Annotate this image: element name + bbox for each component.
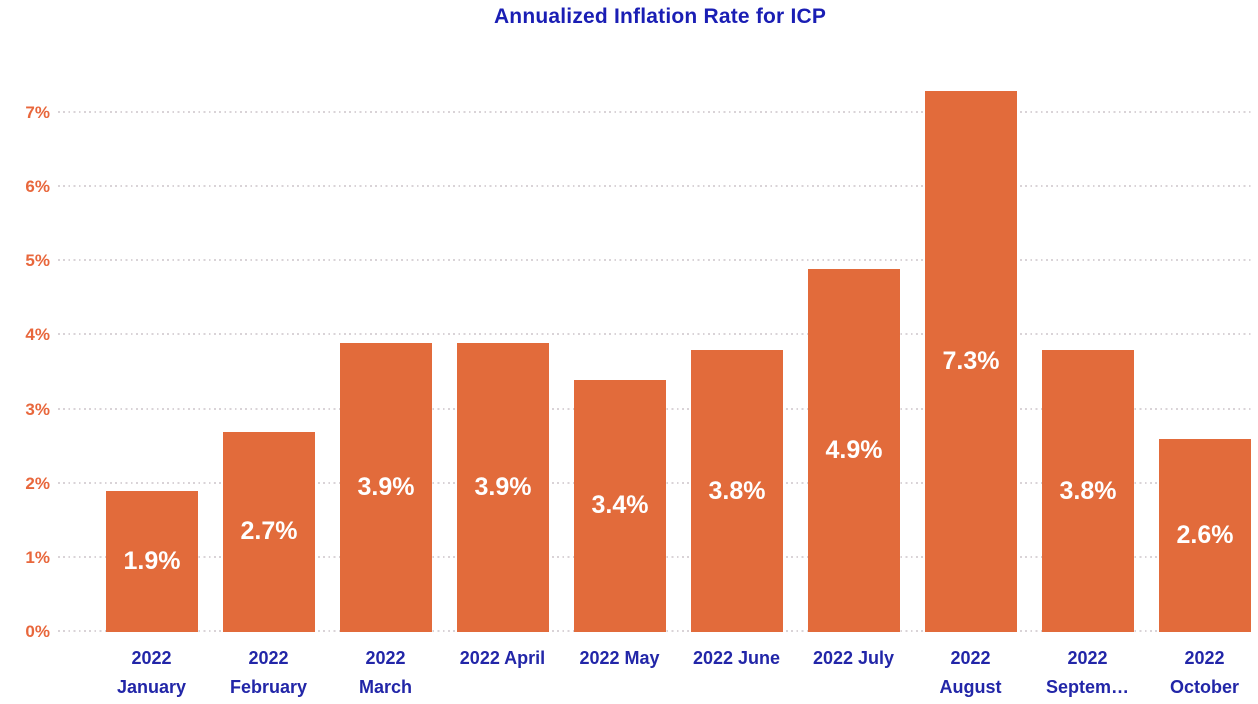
x-tick-label-2022-february: 2022 February — [210, 644, 327, 702]
bar-value-label: 3.4% — [591, 491, 649, 520]
bar-2022-january[interactable]: 1.9% — [106, 491, 198, 632]
x-tick-label-line: August — [939, 677, 1002, 697]
x-tick-label-2022-january: 2022 January — [93, 644, 210, 702]
x-tick-label-line: 2022 April — [459, 648, 546, 668]
bar-2022-september[interactable]: 3.8% — [1042, 350, 1134, 632]
x-tick-label-line: 2022 — [131, 648, 172, 668]
x-tick-label-line: March — [358, 677, 412, 697]
y-tick-label-1%: 1% — [25, 547, 50, 567]
x-tick-label-line: 2022 — [365, 648, 406, 668]
bar-2022-august[interactable]: 7.3% — [925, 90, 1017, 632]
chart-title: Annualized Inflation Rate for ICP — [493, 5, 827, 28]
bar-value-label: 7.3% — [942, 346, 1000, 375]
gridline-4% — [58, 333, 1254, 336]
x-tick-label-2022-july: 2022 July — [795, 644, 912, 673]
y-tick-label-4%: 4% — [25, 325, 50, 345]
x-tick-label-line: 2022 — [950, 648, 991, 668]
y-tick-label-7%: 7% — [25, 103, 50, 123]
x-tick-label-2022-august: 2022 August — [912, 644, 1029, 702]
gridline-7% — [58, 111, 1254, 114]
bar-2022-february[interactable]: 2.7% — [223, 431, 315, 632]
gridline-5% — [58, 259, 1254, 262]
x-tick-label-line: 2022 — [248, 648, 289, 668]
x-tick-label-line: 2022 July — [812, 648, 895, 668]
bar-value-label: 4.9% — [825, 435, 883, 464]
bar-2022-july[interactable]: 4.9% — [808, 268, 900, 632]
x-tick-label-line: January — [116, 677, 187, 697]
bar-2022-may[interactable]: 3.4% — [574, 379, 666, 632]
x-tick-label-2022-march: 2022 March — [327, 644, 444, 702]
y-tick-label-0%: 0% — [25, 622, 50, 641]
bars-layer: 1.9% 2.7% 3.9% 3.9% 3.4% 3.8% 4.9% 7.3% 3.8% 2.6% — [93, 60, 1258, 632]
x-tick-label-line: 2022 June — [692, 648, 781, 668]
y-axis-tick-labels: 0% 1% 2% 3% 4% 5% 6% 7% — [0, 60, 50, 641]
bar-2022-march[interactable]: 3.9% — [340, 342, 432, 632]
x-tick-label-line: 2022 — [1067, 648, 1108, 668]
x-axis-tick-labels: 2022 January 2022 February 2022 March 2022 Apr… — [93, 644, 1258, 704]
x-tick-label-2022-april: 2022 April — [444, 644, 561, 673]
x-tick-label-2022-june: 2022 June — [678, 644, 795, 673]
bar-2022-june[interactable]: 3.8% — [691, 350, 783, 632]
gridline-6% — [58, 185, 1254, 188]
x-tick-label-line: 2022 May — [579, 648, 660, 668]
bar-value-label: 3.8% — [708, 476, 766, 505]
x-tick-label-line: 2022 — [1184, 648, 1225, 668]
x-tick-label-line: October — [1169, 677, 1239, 697]
x-tick-label-line: Septem… — [1045, 677, 1130, 697]
bar-value-label: 2.7% — [240, 517, 298, 546]
bar-value-label: 1.9% — [123, 547, 181, 576]
y-tick-label-5%: 5% — [25, 251, 50, 271]
y-tick-label-6%: 6% — [25, 177, 50, 197]
bar-2022-april[interactable]: 3.9% — [457, 342, 549, 632]
x-tick-label-2022-may: 2022 May — [561, 644, 678, 673]
bar-value-label: 3.9% — [474, 472, 532, 501]
x-tick-label-2022-september: 2022 Septem… — [1029, 644, 1146, 702]
y-tick-label-2%: 2% — [25, 473, 50, 493]
bar-value-label: 3.9% — [357, 472, 415, 501]
bar-value-label: 2.6% — [1176, 521, 1234, 550]
y-tick-label-3%: 3% — [25, 399, 50, 419]
bar-value-label: 3.8% — [1059, 476, 1117, 505]
bar-2022-october[interactable]: 2.6% — [1159, 439, 1251, 632]
x-tick-label-line: February — [229, 677, 308, 697]
x-tick-label-2022-october: 2022 October — [1146, 644, 1258, 702]
